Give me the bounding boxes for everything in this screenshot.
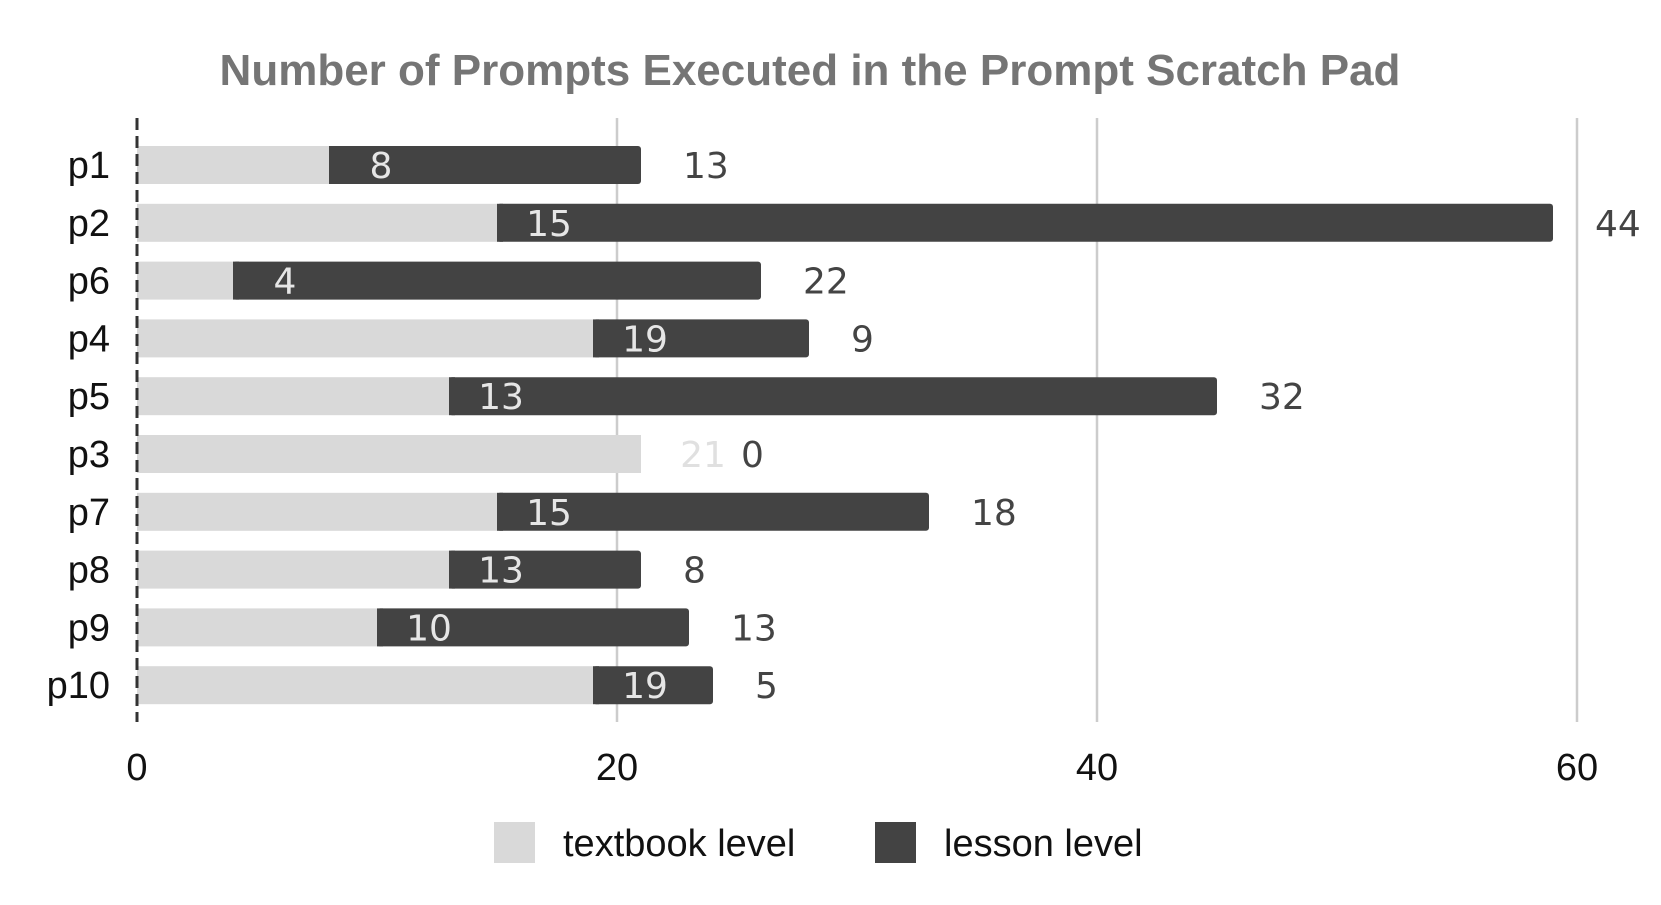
category-label: p1 [68, 145, 110, 187]
data-label-textbook: 13 [478, 551, 524, 592]
data-label-textbook: 8 [370, 146, 393, 187]
x-tick-label: 20 [596, 747, 638, 789]
legend-item-lesson-label: lesson level [944, 823, 1143, 865]
data-label-lesson: 44 [1595, 204, 1641, 245]
data-label-lesson: 5 [755, 666, 778, 707]
bar-segment-textbook [137, 550, 449, 589]
data-label-lesson: 13 [683, 146, 729, 187]
bar-segment-lesson [497, 203, 1553, 242]
bar-segment-textbook [137, 377, 449, 416]
axes: 0 20 40 60 [126, 118, 1598, 789]
x-tick-label: 40 [1076, 747, 1118, 789]
data-label-lesson: 13 [731, 608, 777, 649]
bar-segment-lesson [329, 146, 641, 184]
category-label: p2 [68, 203, 110, 245]
data-label-textbook: 19 [622, 666, 668, 707]
data-label-lesson: 8 [683, 551, 706, 592]
bar-segment-textbook [137, 435, 641, 473]
category-label: p4 [68, 318, 110, 360]
bar-segment-textbook [137, 608, 377, 647]
category-label: p7 [68, 492, 110, 534]
legend-item-lesson-swatch [875, 822, 916, 863]
bar-segment-lesson-edge [593, 666, 599, 705]
bar-segment-lesson-edge [449, 377, 455, 416]
legend-item-textbook-label: textbook level [563, 823, 795, 865]
bar-segment-lesson [593, 666, 713, 705]
category-label: p8 [68, 550, 110, 592]
data-label-lesson: 18 [971, 493, 1017, 534]
data-label-textbook: 19 [622, 319, 668, 360]
bar-segment-textbook [137, 261, 233, 300]
bar-segment-lesson-edge [497, 492, 503, 531]
bar-segment-lesson [449, 377, 1217, 416]
bar-segment-textbook [137, 666, 593, 705]
legend-item-textbook-swatch [494, 822, 535, 863]
bar-segment-lesson [449, 550, 641, 589]
x-tick-label: 0 [126, 747, 147, 789]
bar-segment-textbook [137, 319, 593, 358]
data-label-lesson: 0 [741, 435, 764, 476]
bar-segment-lesson-edge [377, 608, 383, 647]
bar-segment-lesson [233, 261, 761, 300]
data-label-textbook: 13 [478, 377, 524, 418]
bar-segment-lesson-edge [449, 550, 455, 589]
bar-segment-lesson-edge [329, 146, 335, 184]
bar-segment-lesson-edge [233, 261, 239, 300]
legend: textbook level lesson level [494, 822, 1143, 865]
bar-segment-lesson [593, 319, 809, 358]
data-label-textbook: 21 [680, 435, 726, 476]
bars [137, 146, 1553, 705]
category-label: p6 [68, 261, 110, 303]
bar-segment-lesson [497, 492, 929, 531]
bar-segment-lesson-edge [497, 203, 503, 242]
data-label-lesson: 22 [803, 262, 849, 303]
bar-segment-lesson-edge [593, 319, 599, 358]
data-label-lesson: 32 [1259, 377, 1305, 418]
data-label-textbook: 10 [406, 608, 452, 649]
bar-segment-lesson [377, 608, 689, 647]
bar-segment-textbook [137, 203, 497, 242]
bar-segment-textbook [137, 492, 497, 531]
chart-title: Number of Prompts Executed in the Prompt… [220, 46, 1401, 95]
labels: p1 8 13 p2 15 44 p6 4 22 p4 19 9 p5 13 32 p3 21 0 p7 15 18 p8… [47, 145, 1641, 707]
category-label: p10 [47, 665, 110, 707]
data-label-lesson: 9 [851, 319, 874, 360]
bar-segment-textbook [137, 146, 329, 184]
data-label-textbook: 15 [526, 204, 572, 245]
category-label: p9 [68, 607, 110, 649]
data-label-textbook: 4 [274, 262, 297, 303]
category-label: p5 [68, 376, 110, 418]
data-label-textbook: 15 [526, 493, 572, 534]
category-label: p3 [68, 434, 110, 476]
x-tick-label: 60 [1556, 747, 1598, 789]
